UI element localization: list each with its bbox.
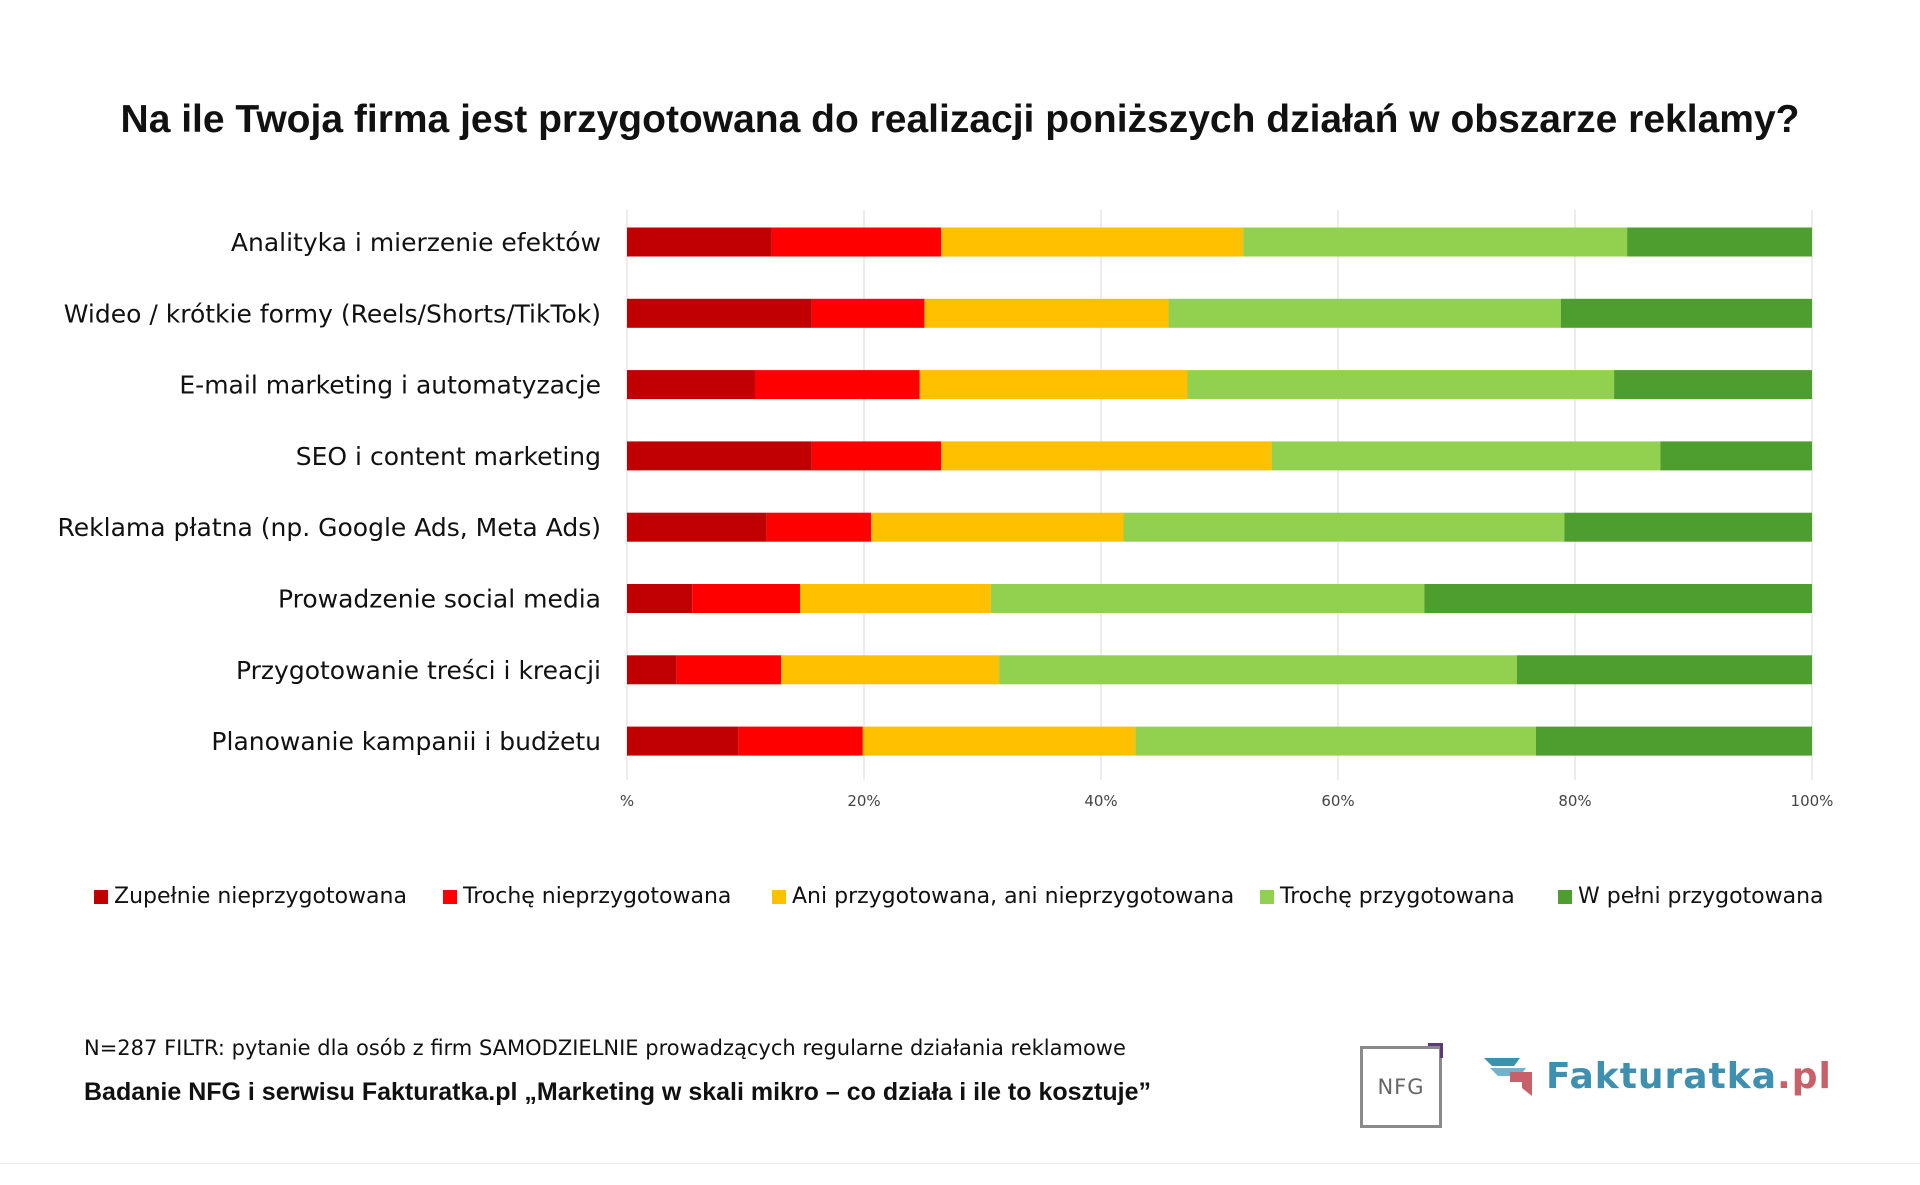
nfg-logo: NFG: [1360, 1043, 1443, 1128]
fakturatka-mark-icon: [1484, 1058, 1532, 1096]
bar-segment: [1271, 441, 1661, 471]
legend-swatch-troche-przyg: [1260, 889, 1274, 904]
bar-segment: [941, 227, 1244, 257]
category-label: E-mail marketing i automatyzacje: [179, 371, 601, 400]
bar-segment: [1614, 370, 1812, 400]
bars: [627, 227, 1812, 756]
legend-label: Trochę nieprzygotowana: [463, 884, 732, 909]
bar-segment: [811, 298, 925, 328]
bar-segment: [692, 584, 801, 613]
bar-segment: [871, 512, 1124, 542]
fakturatka-logo: Fakturatka.pl: [1480, 1052, 1832, 1100]
x-axis-ticks: % 20% 40% 60% 80% 100%: [620, 792, 1834, 810]
nfg-corner-mark: [1428, 1043, 1443, 1058]
category-label: Wideo / krótkie formy (Reels/Shorts/TikT…: [64, 299, 601, 328]
bar-segment: [738, 726, 863, 756]
bar-segment: [627, 370, 755, 400]
legend-swatch-ani: [772, 889, 786, 904]
bar-segment: [1243, 227, 1628, 257]
bar-segment: [919, 370, 1188, 400]
bar-segment: [627, 298, 812, 328]
bar-segment: [1424, 584, 1812, 613]
fakturatka-tld: .pl: [1777, 1055, 1832, 1097]
legend: Zupełnie nieprzygotowana Trochę nieprzyg…: [0, 884, 1920, 920]
x-tick-label: %: [620, 792, 634, 810]
bar-segment: [924, 298, 1169, 328]
bar-segment: [1660, 441, 1812, 471]
bar-segment: [627, 227, 772, 257]
legend-item-troche-nie: Trochę nieprzygotowana: [443, 884, 731, 909]
legend-item-zupelnie: Zupełnie nieprzygotowana: [94, 884, 407, 909]
x-tick-label: 100%: [1791, 792, 1834, 810]
study-title: Badanie NFG i serwisu Fakturatka.pl „Mar…: [84, 1078, 1151, 1106]
bar-segment: [811, 441, 942, 471]
sample-footnote: N=287 FILTR: pytanie dla osób z firm SAM…: [84, 1036, 1126, 1060]
bar-segment: [1560, 298, 1812, 328]
bar-segment: [676, 655, 782, 685]
legend-item-pelni: W pełni przygotowana: [1558, 884, 1824, 909]
legend-label: Zupełnie nieprzygotowana: [114, 884, 407, 909]
bottom-divider: [0, 1163, 1920, 1164]
category-label: Reklama płatna (np. Google Ads, Meta Ads…: [58, 513, 601, 542]
bar-segment: [1535, 726, 1812, 756]
bar-segment: [862, 726, 1136, 756]
bar-segment: [800, 584, 991, 613]
bar-segment: [627, 512, 767, 542]
bar-segment: [941, 441, 1272, 471]
category-label: SEO i content marketing: [296, 442, 601, 471]
legend-label: Trochę przygotowana: [1280, 884, 1515, 909]
chart-title: Na ile Twoja firma jest przygotowana do …: [120, 98, 1800, 141]
bar-segment: [627, 726, 739, 756]
category-label: Przygotowanie treści i kreacji: [236, 656, 601, 685]
category-labels: Analityka i mierzenie efektów Wideo / kró…: [58, 228, 601, 756]
legend-item-ani: Ani przygotowana, ani nieprzygotowana: [772, 884, 1234, 909]
legend-item-troche-przyg: Trochę przygotowana: [1260, 884, 1515, 909]
x-tick-label: 80%: [1558, 792, 1591, 810]
stacked-bar-chart: Analityka i mierzenie efektów Wideo / kró…: [58, 210, 1834, 810]
legend-swatch-pelni: [1558, 889, 1572, 904]
gridlines: [626, 210, 1813, 780]
category-label: Analityka i mierzenie efektów: [231, 228, 601, 257]
bar-segment: [990, 584, 1425, 613]
bar-segment: [627, 584, 693, 613]
bar-segment: [771, 227, 942, 257]
x-tick-label: 20%: [847, 792, 880, 810]
bar-segment: [1135, 726, 1536, 756]
bar-segment: [627, 655, 677, 685]
bar-segment: [1627, 227, 1812, 257]
legend-swatch-zupelnie: [94, 889, 108, 904]
bar-segment: [1187, 370, 1615, 400]
legend-label: Ani przygotowana, ani nieprzygotowana: [792, 884, 1235, 909]
bar-segment: [627, 441, 812, 471]
bar-segment: [1123, 512, 1565, 542]
x-tick-label: 60%: [1321, 792, 1354, 810]
bar-segment: [781, 655, 1000, 685]
bar-segment: [754, 370, 920, 400]
x-tick-label: 40%: [1084, 792, 1117, 810]
nfg-logo-text: NFG: [1377, 1075, 1425, 1099]
fakturatka-wordmark: Fakturatka.pl: [1546, 1056, 1832, 1097]
bar-segment: [999, 655, 1517, 685]
bar-segment: [766, 512, 872, 542]
category-label: Prowadzenie social media: [278, 585, 601, 614]
legend-swatch-troche-nie: [443, 889, 457, 904]
bar-segment: [1516, 655, 1812, 685]
bar-segment: [1564, 512, 1812, 542]
legend-label: W pełni przygotowana: [1578, 884, 1824, 909]
category-label: Planowanie kampanii i budżetu: [211, 727, 601, 756]
fakturatka-name: Fakturatka: [1546, 1055, 1778, 1097]
bar-segment: [1168, 298, 1561, 328]
